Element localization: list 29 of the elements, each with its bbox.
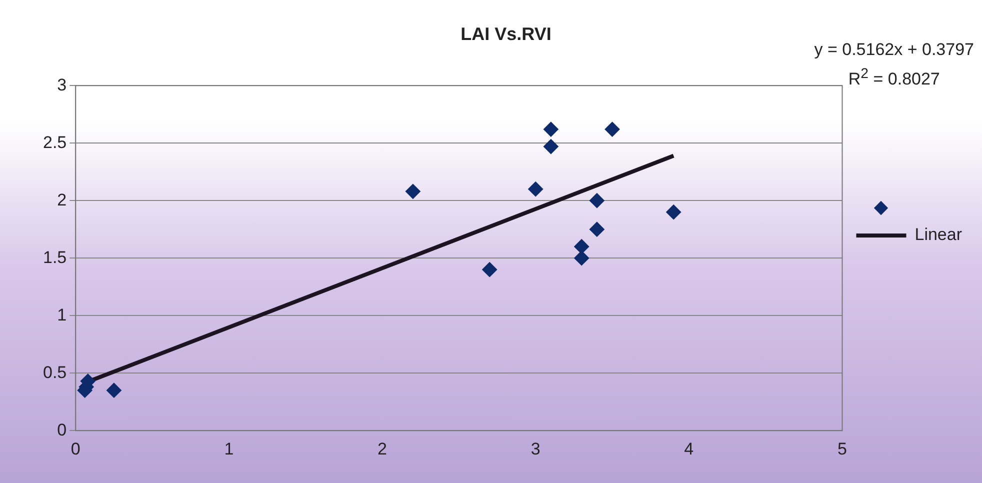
y-tick-label: 3 (57, 75, 67, 94)
text: y = 0.5162x + 0.3797 (814, 39, 974, 61)
chart-title: LAI Vs.RVI (460, 24, 552, 44)
x-tick-label: 4 (684, 439, 694, 458)
x-tick-label: 1 (224, 439, 234, 458)
y-tick-label: 2 (57, 190, 67, 210)
point (543, 122, 558, 137)
point (106, 382, 122, 398)
point (666, 204, 682, 220)
x-tick-label: 0 (70, 439, 80, 458)
point (405, 184, 420, 199)
y-tick-label: 0 (57, 420, 67, 440)
point (528, 182, 544, 197)
legend-label: Linear (914, 225, 962, 244)
y-tick-label: 1 (57, 305, 67, 324)
point (589, 222, 604, 237)
y-tick-label: 2.5 (42, 132, 67, 152)
x-tick-label: 3 (530, 439, 540, 458)
point (482, 262, 498, 278)
y-tick-label: 1.5 (42, 248, 67, 267)
x-tick-label: 2 (378, 439, 388, 458)
text: R$^{2}$ = 0.8027 (847, 65, 941, 91)
point (589, 193, 604, 208)
point (543, 139, 558, 154)
y-tick-label: 0.5 (42, 362, 67, 382)
point (604, 122, 620, 137)
point (574, 250, 590, 266)
point (574, 239, 590, 254)
x-tick-label: 5 (838, 439, 847, 458)
